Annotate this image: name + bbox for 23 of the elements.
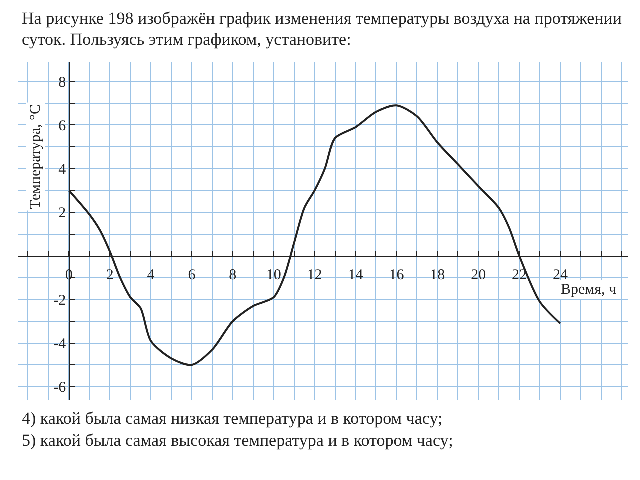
y-tick-label: -4 bbox=[54, 336, 67, 353]
x-tick-label: 16 bbox=[389, 268, 405, 284]
x-tick-label: 20 bbox=[471, 268, 486, 284]
x-tick-label: 10 bbox=[266, 268, 282, 284]
x-tick-label: 6 bbox=[188, 268, 196, 284]
y-tick-label: -2 bbox=[54, 292, 66, 309]
text: 5) какой была самая высокая температура и в котором часу; bbox=[22, 430, 454, 452]
y-tick-label: -6 bbox=[54, 380, 67, 396]
y-tick-label: 4 bbox=[58, 162, 67, 178]
x-tick-label: 14 bbox=[348, 268, 364, 284]
y-tick-label: 2 bbox=[58, 206, 66, 222]
x-axis-title: Время, ч bbox=[561, 282, 618, 298]
text: 4) какой была самая низкая температура и в котором часу; bbox=[22, 408, 444, 430]
y-axis-title: Температура, °C bbox=[28, 104, 44, 210]
x-tick-label: 4 bbox=[147, 268, 156, 284]
chart-title: На рисунке 198 изображён график изменения температуры воздуха на протяжении суток. Пользуясь этим графиком, установите: bbox=[22, 8, 622, 50]
x-tick-label: 2 bbox=[106, 268, 114, 284]
x-tick-label: 24 bbox=[552, 268, 568, 284]
x-tick-label: 18 bbox=[430, 268, 446, 284]
x-tick-label: 8 bbox=[229, 268, 237, 284]
x-tick-label: 12 bbox=[307, 268, 322, 284]
y-tick-label: 6 bbox=[58, 118, 67, 134]
y-tick-label: 8 bbox=[58, 74, 66, 91]
